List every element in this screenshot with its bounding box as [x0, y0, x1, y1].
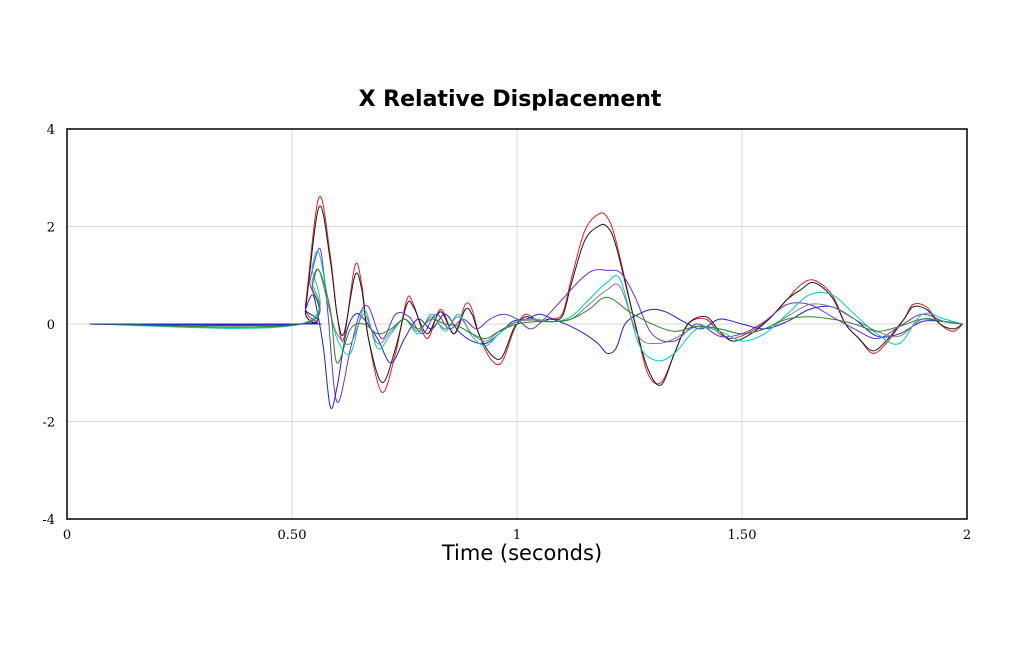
y-axis-ticks: 4 2 0 -2 -4	[42, 123, 55, 528]
series-line	[89, 205, 963, 386]
x-axis-label: Time (seconds)	[441, 541, 602, 565]
x-tick-label: 1	[513, 528, 521, 543]
x-tick-label: 0.50	[278, 528, 307, 543]
series-lines	[89, 196, 963, 409]
y-tick-label: 2	[47, 221, 55, 236]
series-line	[89, 196, 963, 393]
chart-title: X Relative Displacement	[359, 87, 662, 112]
series-line	[89, 294, 963, 409]
plot-area-frame	[66, 128, 968, 520]
x-tick-label: 1.50	[728, 528, 757, 543]
y-tick-label: 0	[47, 318, 55, 333]
y-tick-label: -4	[42, 513, 55, 528]
series-line	[89, 268, 963, 364]
x-tick-label: 0	[63, 528, 71, 543]
x-tick-label: 2	[963, 528, 971, 543]
y-tick-label: 4	[47, 123, 55, 138]
series-line	[89, 250, 963, 362]
x-axis-ticks: 0 0.50 1 1.50 2	[63, 528, 971, 543]
series-line	[89, 247, 963, 403]
series-line	[89, 268, 963, 345]
y-tick-label: -2	[42, 416, 55, 431]
